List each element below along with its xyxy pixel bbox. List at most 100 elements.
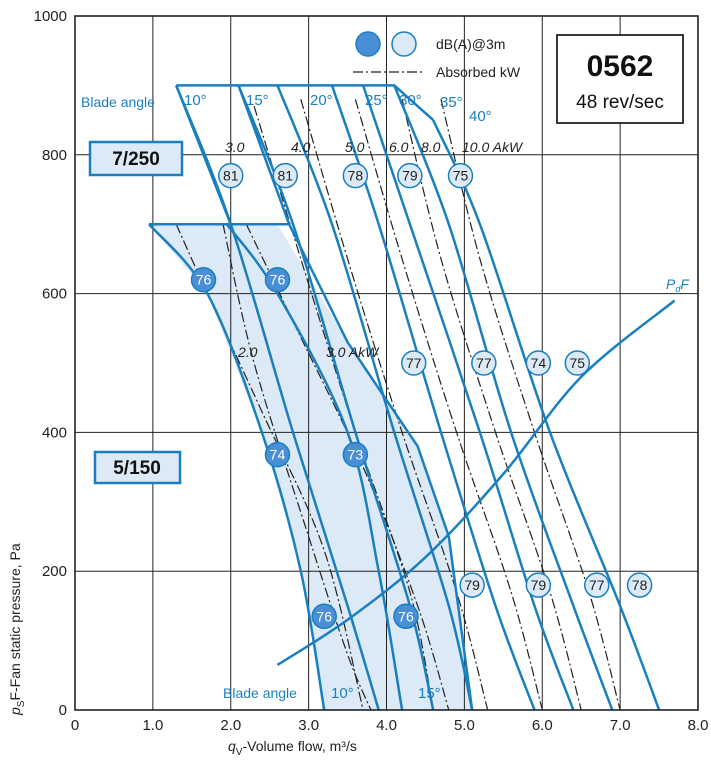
model-box: 0562 48 rev/sec <box>556 34 684 124</box>
y-tick-label: 800 <box>42 147 67 164</box>
absorbed-kw-line <box>354 99 543 711</box>
db-marker-label: 76 <box>270 272 286 288</box>
db-marker-label: 75 <box>570 355 586 371</box>
model-speed: 48 rev/sec <box>576 92 664 113</box>
blade-curve-7-250 <box>393 84 614 711</box>
svg-text:3.0 AkW: 3.0 AkW <box>326 344 380 360</box>
db-marker: 76 <box>264 266 291 293</box>
y-tick-label: 200 <box>42 563 67 580</box>
db-marker-circle <box>564 350 591 376</box>
db-marker-circle <box>264 266 291 293</box>
svg-text:35°: 35° <box>440 94 463 111</box>
absorbed-kw-line <box>222 224 372 711</box>
db-marker: 76 <box>190 266 217 293</box>
db-marker-circle <box>626 572 653 598</box>
db-marker-label: 79 <box>531 577 547 593</box>
x-tick-label: 3.0 <box>298 717 319 734</box>
svg-text:Blade angle: Blade angle <box>223 685 297 701</box>
db-marker-circle <box>401 350 427 376</box>
svg-text:30°: 30° <box>399 92 422 109</box>
legend-open-marker <box>391 31 417 57</box>
blade-curve-7-250 <box>175 84 380 711</box>
svg-text:5/150: 5/150 <box>113 458 161 479</box>
db-marker-circle <box>471 350 497 376</box>
db-marker: 77 <box>471 350 497 376</box>
blade-angle-labels-top: Blade angle 10° 15° 20° 25° 30° 35° 40° <box>81 92 492 125</box>
absorbed-kw-line <box>300 99 489 711</box>
db-marker-label: 78 <box>348 168 364 184</box>
blade-curve-7-250 <box>276 84 474 711</box>
db-marker-label: 81 <box>223 168 239 184</box>
svg-text:10.0 AkW: 10.0 AkW <box>462 139 524 155</box>
absorbed-kw-line <box>401 99 582 711</box>
db-marker: 74 <box>525 350 552 376</box>
db-marker-circle <box>190 266 217 293</box>
db-marker-label: 74 <box>270 447 286 463</box>
x-tick-label: 4.0 <box>376 717 397 734</box>
x-tick-label: 5.0 <box>454 717 475 734</box>
legend-kw-label: Absorbed kW <box>436 64 521 80</box>
absorbed-kw-line <box>440 99 621 711</box>
x-tick-label: 6.0 <box>532 717 553 734</box>
db-marker: 76 <box>393 603 419 630</box>
blade-angle-title-top: Blade angle <box>81 94 155 110</box>
x-tick-label: 7.0 <box>610 717 631 734</box>
svg-text:25°: 25° <box>365 92 388 109</box>
db-marker-circle <box>397 162 423 189</box>
db-marker: 79 <box>397 162 423 189</box>
curve-7-250-top <box>176 84 435 122</box>
db-marker-circle <box>525 572 552 598</box>
db-marker-label: 79 <box>402 168 418 184</box>
svg-text:10°: 10° <box>184 92 207 109</box>
db-marker-circle <box>393 603 419 630</box>
db-markers: 81 81 78 79 75 76 76 77 77 74 75 74 73 79 79 77 78 76 76 <box>190 162 653 630</box>
plot-frame <box>74 15 699 711</box>
db-marker-label: 76 <box>196 272 212 288</box>
power-labels: 3.0 4.0 5.0 6.0 8.0 10.0 AkW 2.0 3.0 AkW <box>225 139 524 360</box>
x-tick-label: 2.0 <box>220 717 241 734</box>
x-tick-label: 0 <box>71 717 79 734</box>
svg-text:7/250: 7/250 <box>112 149 160 170</box>
svg-text:10°: 10° <box>331 685 354 702</box>
svg-text:3.0: 3.0 <box>225 139 245 155</box>
db-marker: 79 <box>525 572 552 598</box>
db-marker-circle <box>342 162 369 189</box>
db-marker-label: 77 <box>589 577 605 593</box>
legend: dB(A)@3m Absorbed kW <box>353 31 521 80</box>
x-tick-label: 1.0 <box>142 717 163 734</box>
svg-text:2.0: 2.0 <box>237 344 258 360</box>
legend-db-label: dB(A)@3m <box>436 36 505 52</box>
db-marker-label: 74 <box>531 355 547 371</box>
db-marker-circle <box>342 441 369 468</box>
db-marker: 75 <box>564 350 591 376</box>
db-marker-label: 73 <box>348 447 364 463</box>
db-marker: 78 <box>626 572 653 598</box>
y-tick-label: 600 <box>42 286 67 303</box>
svg-text:15°: 15° <box>418 685 441 702</box>
db-marker-circle <box>311 603 337 630</box>
x-tick-label: 8.0 <box>688 717 709 734</box>
db-marker-label: 77 <box>406 355 422 371</box>
db-marker-label: 77 <box>476 355 492 371</box>
svg-text:40°: 40° <box>469 108 492 125</box>
y-tick-label: 0 <box>59 702 67 719</box>
db-marker: 79 <box>459 572 485 598</box>
y-tick-label: 1000 <box>34 8 67 25</box>
db-marker-label: 76 <box>398 608 414 624</box>
db-marker-circle <box>447 162 474 189</box>
legend-filled-marker <box>355 31 381 57</box>
blade-curve-7-250 <box>432 119 661 711</box>
svg-text:6.0: 6.0 <box>389 139 409 155</box>
blade-angle-labels-bottom: Blade angle 10° 15° <box>223 685 441 702</box>
db-marker-label: 79 <box>464 577 480 593</box>
svg-text:20°: 20° <box>310 92 333 109</box>
label-layer: 0 1.0 2.0 3.0 4.0 5.0 6.0 7.0 8.0 0 200 400 600 800 10… <box>34 8 709 734</box>
db-marker-label: 75 <box>453 168 469 184</box>
db-marker-circle <box>525 350 552 376</box>
svg-text:8.0: 8.0 <box>421 139 441 155</box>
svg-text:5.0: 5.0 <box>345 139 365 155</box>
svg-text:15°: 15° <box>246 92 269 109</box>
db-marker: 73 <box>342 441 369 468</box>
db-marker-circle <box>459 572 485 598</box>
pdf-curve-layer <box>276 299 676 666</box>
